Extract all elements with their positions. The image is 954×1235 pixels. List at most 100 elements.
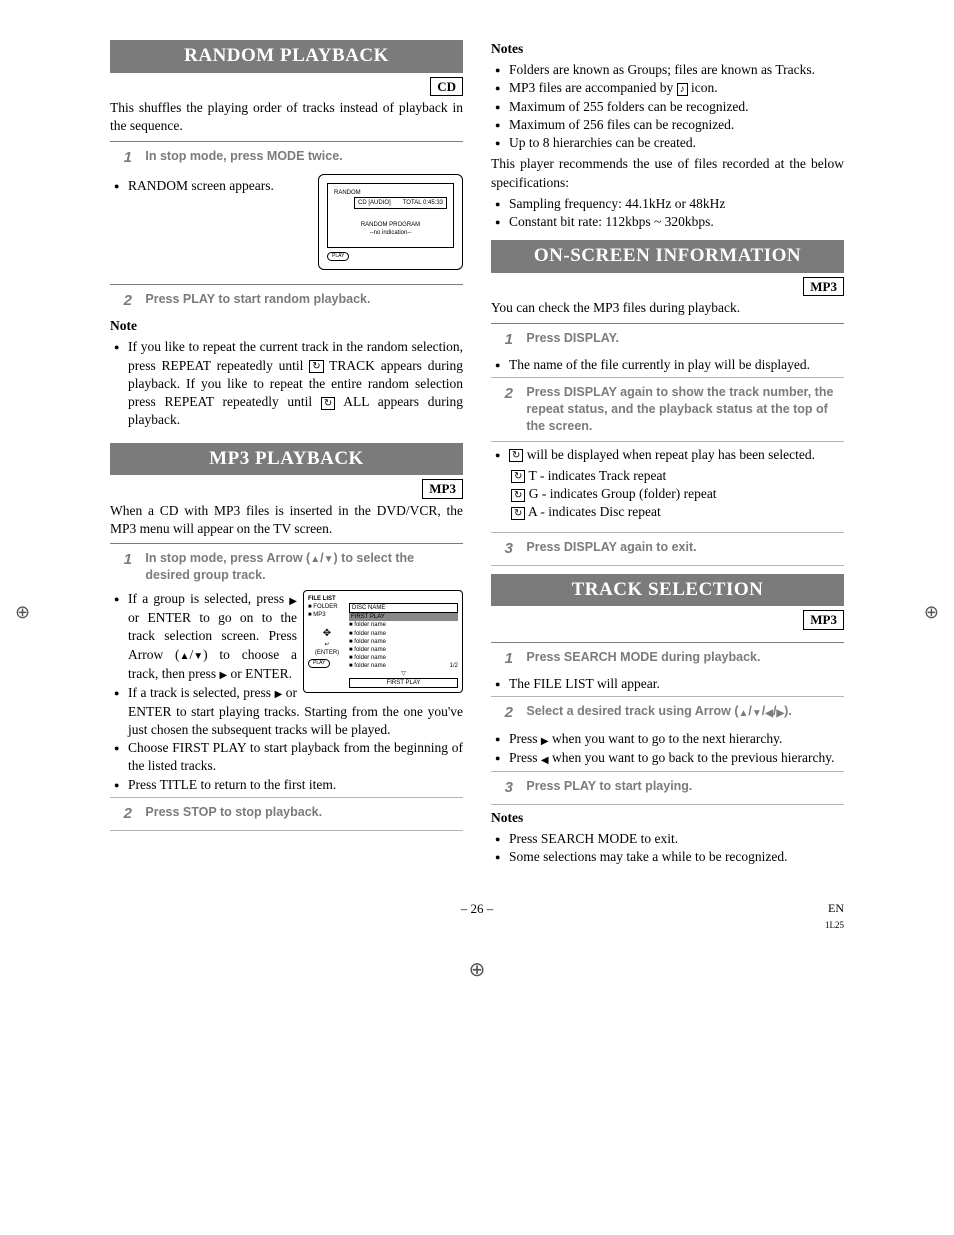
step-text: In stop mode, press Arrow (/) to select …: [145, 550, 458, 584]
repeat-icon: ↻: [321, 397, 335, 410]
step-text: Press STOP to stop playback.: [145, 804, 458, 821]
track-step-3: 3 Press PLAY to start playing.: [491, 778, 844, 798]
badge-mp3: MP3: [422, 479, 463, 499]
random-bullet: RANDOM screen appears.: [118, 177, 308, 195]
badge-mp3: MP3: [803, 610, 844, 630]
notes-item: Folders are known as Groups; files are k…: [499, 61, 844, 79]
down-icon: [324, 550, 334, 567]
step-number: 2: [491, 384, 523, 404]
screen-label: RANDOM: [334, 189, 447, 197]
up-icon: [310, 550, 320, 567]
repeat-icon: ↻: [511, 507, 525, 520]
section-onscreen-title: ON-SCREEN INFORMATION: [491, 240, 844, 273]
badge-mp3: MP3: [803, 277, 844, 297]
repeat-icon: ↻: [309, 360, 323, 373]
notes-item: Maximum of 256 files can be recognized.: [499, 116, 844, 134]
step-text: Press PLAY to start random playback.: [145, 291, 458, 308]
track-bullet: Press when you want to go back to the pr…: [499, 749, 844, 768]
step-text: Press DISPLAY again to show the track nu…: [526, 384, 839, 435]
left-icon: [541, 750, 549, 768]
notes-item: MP3 files are accompanied by ♪ icon.: [499, 79, 844, 97]
notes-tail: This player recommends the use of files …: [491, 155, 844, 191]
screen-noind: --no indication--: [334, 229, 447, 237]
step-text: Press DISPLAY again to exit.: [526, 539, 839, 556]
step-text: Press SEARCH MODE during playback.: [526, 649, 839, 666]
right-icon: [541, 731, 549, 749]
up-icon: [738, 704, 748, 721]
random-intro: This shuffles the playing order of track…: [110, 99, 463, 135]
s-part: ).: [784, 704, 792, 718]
up-icon: [180, 646, 190, 664]
onscreen-step-1: 1 Press DISPLAY.: [491, 330, 844, 350]
step-number: 3: [491, 539, 523, 559]
screen-play: PLAY: [327, 252, 349, 261]
step-number: 1: [110, 148, 142, 168]
crop-mark-left: ⊕: [15, 600, 30, 624]
screen-total: TOTAL 0:45:33: [403, 199, 443, 207]
random-note: If you like to repeat the current track …: [118, 338, 463, 429]
step-part: In stop mode, press Arrow (: [145, 551, 310, 565]
step-number: 2: [491, 703, 523, 723]
step-text: Select a desired track using Arrow (///)…: [526, 703, 839, 720]
track-note: Some selections may take a while to be r…: [499, 848, 844, 866]
track-note: Press SEARCH MODE to exit.: [499, 830, 844, 848]
left-column: RANDOM PLAYBACK CD This shuffles the pla…: [110, 40, 463, 870]
onscreen-step-2: 2 Press DISPLAY again to show the track …: [491, 384, 844, 435]
spec-item: Sampling frequency: 44.1kHz or 48kHz: [499, 195, 844, 213]
screen-cd: CD [AUDIO]: [358, 199, 391, 207]
step-number: 1: [110, 550, 142, 570]
p-part: Press: [509, 731, 541, 746]
section-random-title: RANDOM PLAYBACK: [110, 40, 463, 73]
label: A - indicates Disc repeat: [525, 504, 660, 519]
label: T - indicates Track repeat: [525, 468, 666, 483]
crop-mark-right: ⊕: [924, 600, 939, 624]
label: G - indicates Group (folder) repeat: [525, 486, 716, 501]
section-track-title: TRACK SELECTION: [491, 574, 844, 607]
repeat-g: ↻ G - indicates Group (folder) repeat: [491, 485, 844, 503]
track-bullet: The FILE LIST will appear.: [499, 675, 844, 693]
onscreen-step-3: 3 Press DISPLAY again to exit.: [491, 539, 844, 559]
b-part: If a group is selected, press: [128, 591, 289, 606]
mp3-step-1: 1 In stop mode, press Arrow (/) to selec…: [110, 550, 463, 584]
step-number: 2: [110, 291, 142, 311]
n-part: icon.: [688, 80, 718, 95]
step-text: Press PLAY to start playing.: [526, 778, 839, 795]
onscreen-bullet: The name of the file currently in play w…: [499, 356, 844, 374]
track-bullet: Press when you want to go to the next hi…: [499, 730, 844, 749]
down-icon: [193, 646, 203, 664]
track-notes-heading: Notes: [491, 809, 844, 827]
step-text: In stop mode, press MODE twice.: [145, 148, 458, 165]
random-step-2: 2 Press PLAY to start random playback.: [110, 291, 463, 311]
badge-cd: CD: [430, 77, 463, 97]
repeat-a: ↻ A - indicates Disc repeat: [491, 503, 844, 521]
page-number: – 26 –: [461, 901, 494, 916]
mp3-intro: When a CD with MP3 files is inserted in …: [110, 502, 463, 538]
note-heading: Note: [110, 317, 463, 335]
footer-code: 1L25: [825, 920, 844, 930]
mp3-bullet: If a track is selected, press or ENTER t…: [118, 684, 463, 739]
b-part: If a track is selected, press: [128, 685, 275, 700]
notes-heading: Notes: [491, 40, 844, 58]
spec-item: Constant bit rate: 112kbps ~ 320kbps.: [499, 213, 844, 231]
section-mp3-title: MP3 PLAYBACK: [110, 443, 463, 476]
screen-prog: RANDOM PROGRAM: [334, 221, 447, 229]
footer-lang: EN: [828, 901, 844, 915]
b-part: or ENTER.: [227, 666, 292, 681]
step-number: 1: [491, 330, 523, 350]
random-screen: RANDOM CD [AUDIO] TOTAL 0:45:33 RANDOM P…: [318, 174, 463, 270]
down-icon: [752, 704, 762, 721]
track-step-2: 2 Select a desired track using Arrow (//…: [491, 703, 844, 723]
repeat-icon: ↻: [511, 470, 525, 483]
random-step-1: 1 In stop mode, press MODE twice.: [110, 148, 463, 168]
onscreen-intro: You can check the MP3 files during playb…: [491, 299, 844, 317]
onscreen-bullet: ↻ will be displayed when repeat play has…: [499, 446, 844, 464]
step-number: 3: [491, 778, 523, 798]
music-file-icon: ♪: [677, 83, 688, 96]
track-step-1: 1 Press SEARCH MODE during playback.: [491, 649, 844, 669]
repeat-t: ↻ T - indicates Track repeat: [491, 467, 844, 485]
right-column: Notes Folders are known as Groups; files…: [491, 40, 844, 870]
s-part: Select a desired track using Arrow (: [526, 704, 738, 718]
repeat-icon: ↻: [511, 489, 525, 502]
step-text: Press DISPLAY.: [526, 330, 839, 347]
mp3-bullet: Choose FIRST PLAY to start playback from…: [118, 739, 463, 775]
